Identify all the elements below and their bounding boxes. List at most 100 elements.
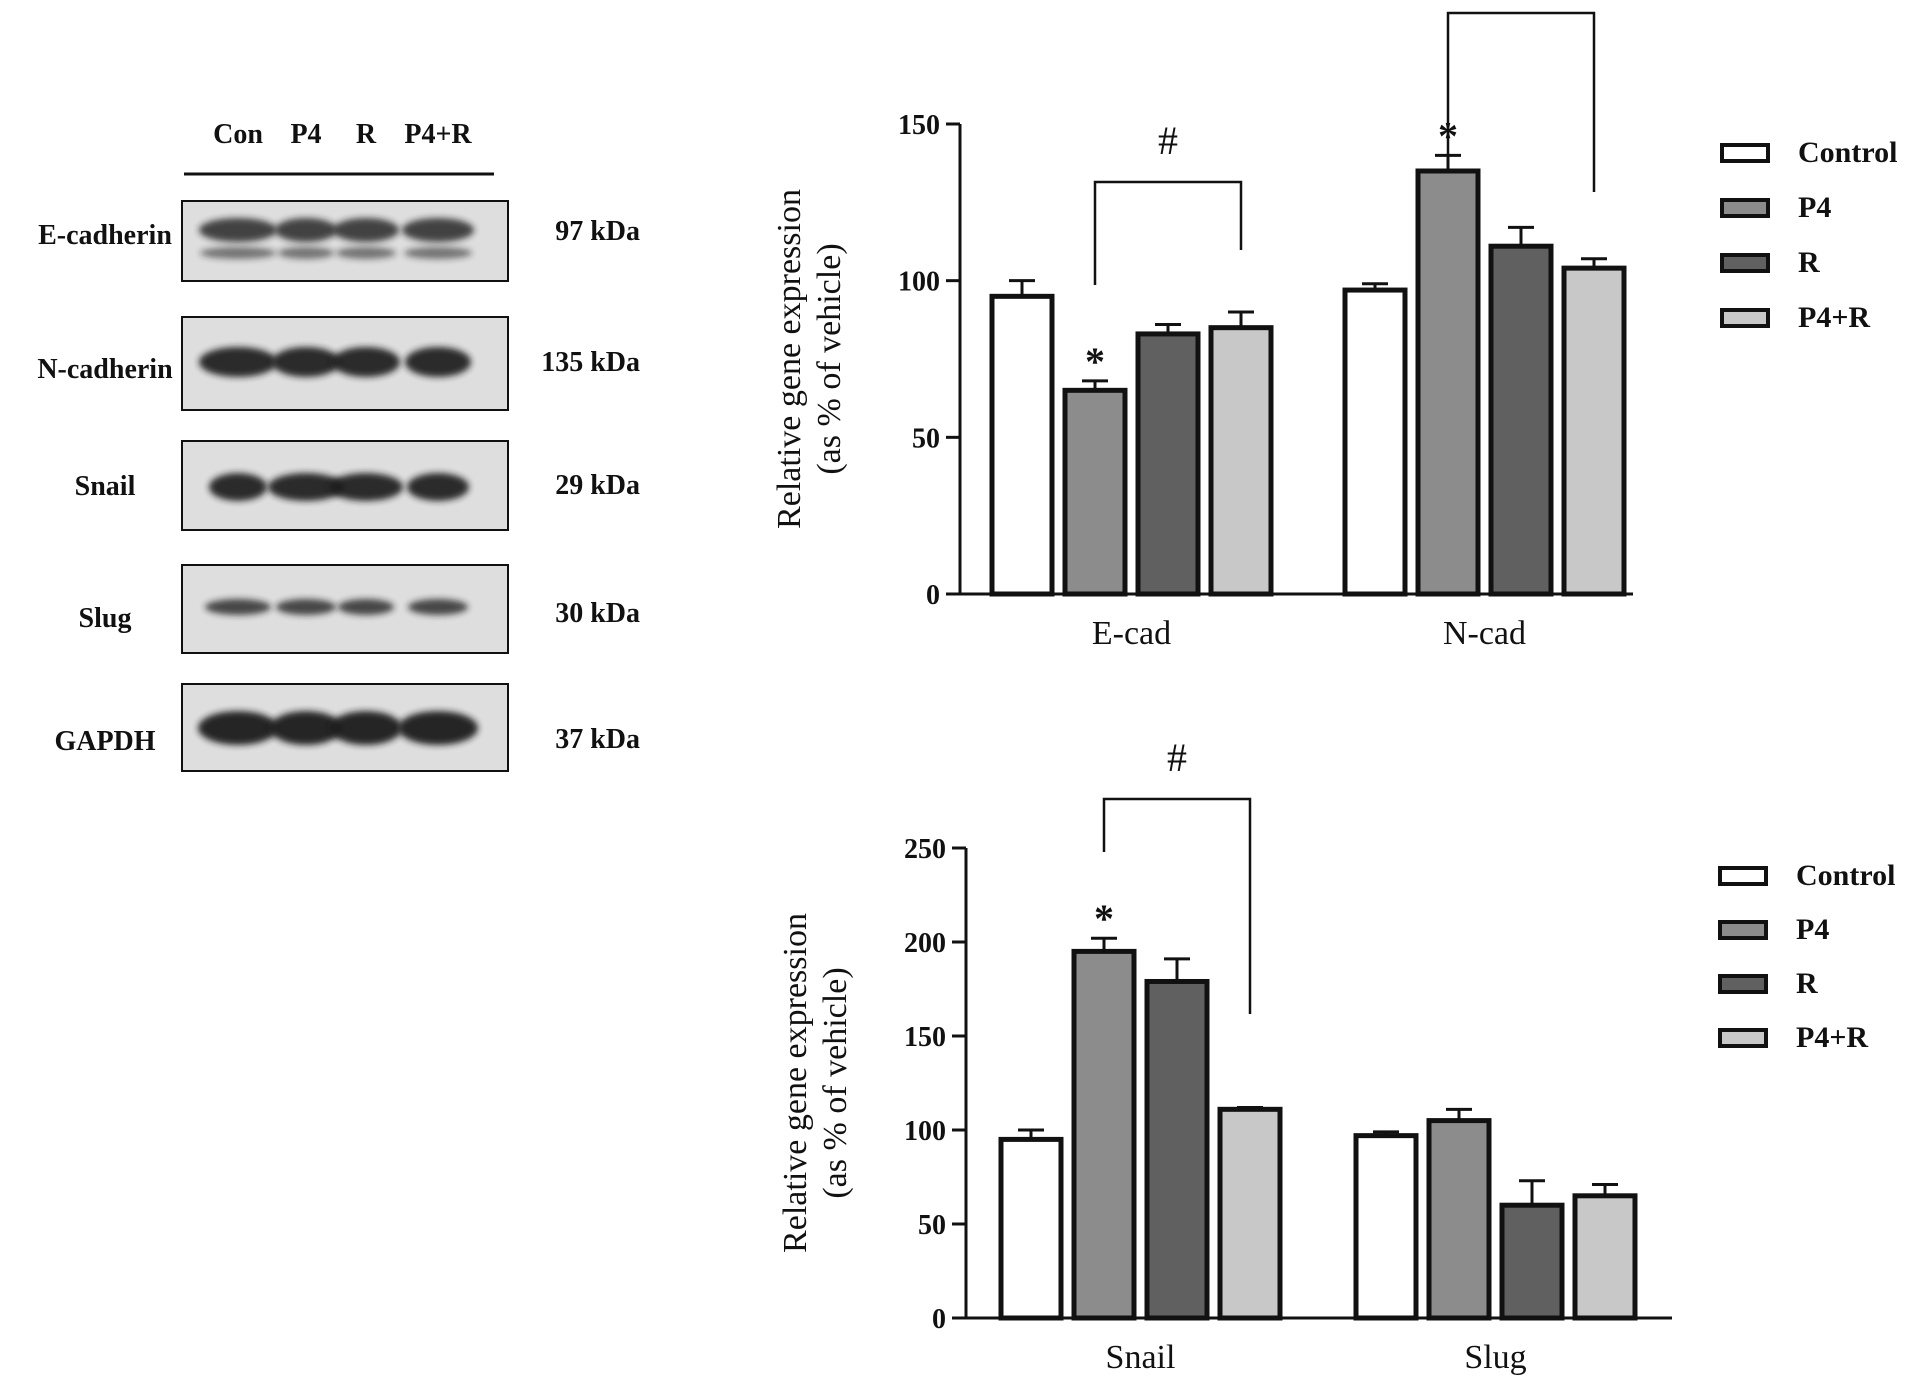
y-axis-label-line2: (as % of vehicle) (817, 967, 854, 1198)
bar-n-cad-control (1342, 287, 1408, 597)
blot-band (336, 247, 396, 259)
bar-n-cad-p4-r (1561, 265, 1627, 597)
protein-label-gapdh: GAPDH (54, 726, 155, 757)
legend-label-r: R (1798, 246, 1820, 279)
blot-band (268, 473, 344, 501)
y-tick-label: 100 (904, 1116, 946, 1147)
bar-slug-r (1499, 1202, 1565, 1321)
blot-band (209, 473, 267, 501)
significance-bracket (1102, 797, 1252, 1014)
legend-swatch-r (1720, 253, 1770, 273)
y-axis-label-line1: Relative gene expression (777, 913, 814, 1253)
bar-slug-p4-r (1572, 1193, 1638, 1321)
legend-label-p4-r: P4+R (1798, 301, 1870, 334)
y-tick-label: 250 (904, 834, 946, 865)
x-tick-label-slug: Slug (1464, 1339, 1526, 1376)
bar-n-cad-r (1488, 243, 1554, 597)
significance-asterisk: * (1085, 339, 1105, 384)
blot-row-gapdh (181, 683, 509, 772)
blot-row-snail (181, 440, 509, 531)
size-label-snail: 29 kDa (555, 470, 640, 501)
blot-band (278, 247, 334, 259)
bar-snail-r (1144, 978, 1210, 1321)
protein-label-slug: Slug (79, 603, 132, 634)
x-tick-label-n-cad: N-cad (1443, 615, 1526, 652)
blot-band (272, 347, 340, 377)
legend-label-p4: P4 (1798, 191, 1831, 224)
blot-band (333, 218, 399, 242)
blot-row-n-cadherin (181, 316, 509, 411)
y-tick-label: 50 (918, 1210, 946, 1241)
lane-label-p4-r: P4+R (404, 119, 472, 150)
blot-band (275, 218, 337, 242)
y-tick-label: 0 (926, 580, 940, 611)
legend-swatch-p4-r (1720, 308, 1770, 328)
size-label-gapdh: 37 kDa (555, 724, 640, 755)
significance-bracket (1446, 11, 1596, 192)
significance-bracket (1093, 180, 1243, 285)
significance-asterisk: * (1094, 896, 1114, 941)
blot-band (270, 711, 342, 745)
legend-swatch-p4 (1718, 920, 1768, 940)
significance-hash: # (1167, 735, 1187, 780)
y-axis-label-line1: Relative gene expression (771, 189, 808, 529)
legend-label-p4-r: P4+R (1796, 1021, 1868, 1054)
y-tick-label: 100 (898, 267, 940, 298)
bar-n-cad-p4 (1415, 168, 1481, 597)
blot-band (404, 247, 472, 259)
x-tick-label-e-cad: E-cad (1092, 615, 1171, 652)
blot-row-slug (181, 564, 509, 654)
blot-band (198, 711, 278, 745)
blot-band (408, 599, 468, 615)
western-blot-panel: Con P4 R P4+R E-cadherin 97 kDa N-cadherin 135 … (37, 119, 640, 772)
size-label-e-cadherin: 97 kDa (555, 216, 640, 247)
protein-label-e-cadherin: E-cadherin (38, 220, 172, 251)
bar-snail-control (998, 1136, 1064, 1321)
bar-e-cad-p4 (1062, 387, 1128, 597)
y-tick-label: 150 (904, 1022, 946, 1053)
chart-snail-slug: 0 50 100 150 200 250 Relative gene expression(… (777, 735, 1895, 1376)
protein-label-snail: Snail (75, 471, 136, 502)
lane-label-con: Con (213, 119, 263, 150)
lane-label-p4: P4 (290, 119, 321, 150)
blot-band (402, 218, 474, 242)
y-tick-label: 50 (912, 423, 940, 454)
y-axis-label-line2: (as % of vehicle) (811, 243, 848, 474)
significance-hash: # (1158, 118, 1178, 163)
blot-band (407, 473, 469, 501)
y-axis-label: Relative gene expression (as % of vehicle… (771, 189, 848, 529)
bar-snail-p4 (1071, 948, 1137, 1321)
blot-row-e-cadherin (181, 200, 509, 282)
size-label-slug: 30 kDa (555, 598, 640, 629)
lane-label-r: R (356, 119, 377, 150)
legend-swatch-control (1720, 143, 1770, 163)
legend-label-control: Control (1796, 859, 1895, 892)
blot-band (329, 473, 403, 501)
protein-label-n-cadherin: N-cadherin (37, 354, 173, 385)
bar-slug-p4 (1426, 1118, 1492, 1321)
legend-label-p4: P4 (1796, 913, 1829, 946)
y-axis-label: Relative gene expression (as % of vehicle… (777, 913, 854, 1253)
legend-swatch-p4-r (1718, 1028, 1768, 1048)
bar-e-cad-control (989, 293, 1055, 597)
blot-band (205, 599, 271, 615)
chart-ecad-ncad: 0 50 100 150 Relative gene expression (as % o… (771, 11, 1897, 652)
blot-band (199, 347, 277, 377)
blot-membrane (181, 200, 509, 282)
legend-swatch-p4 (1720, 198, 1770, 218)
bar-snail-p4-r (1217, 1106, 1283, 1321)
blot-band (200, 247, 276, 259)
bar-slug-control (1353, 1133, 1419, 1321)
legend-swatch-r (1718, 974, 1768, 994)
y-tick-label: 150 (898, 110, 940, 141)
blot-band (276, 599, 336, 615)
bar-e-cad-p4-r (1208, 325, 1274, 597)
blot-band (199, 218, 277, 242)
x-tick-label-snail: Snail (1106, 1339, 1176, 1376)
blot-band (398, 711, 478, 745)
blot-band (338, 599, 394, 615)
y-tick-label: 0 (932, 1304, 946, 1335)
blot-band (405, 347, 471, 377)
legend-label-control: Control (1798, 136, 1897, 169)
